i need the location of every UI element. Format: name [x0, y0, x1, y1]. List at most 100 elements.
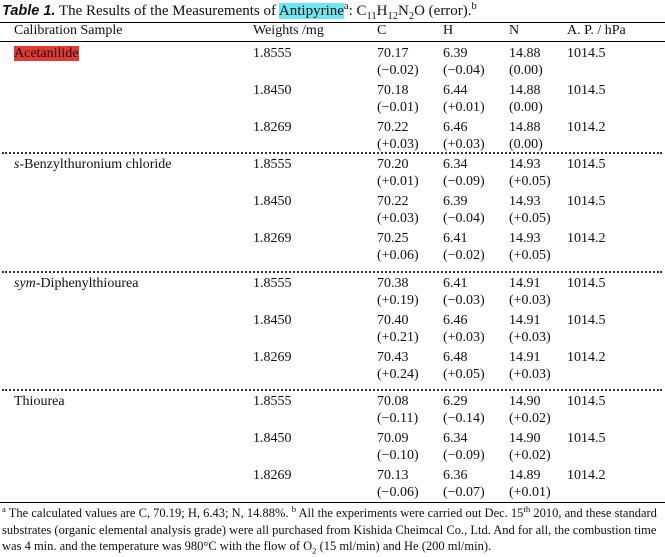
cell-c_err: (+0.24) [377, 367, 419, 382]
cell-h: 6.39 [443, 46, 468, 61]
cell-c: 70.25 [377, 231, 409, 246]
cell-h_err: (−0.09) [443, 448, 485, 463]
formula-subscript-2: 2 [408, 11, 415, 22]
cell-n_err: (0.00) [509, 63, 543, 78]
cell-weight: 1.8269 [253, 350, 292, 365]
cell-n_err: (+0.02) [509, 448, 551, 463]
cell-h: 6.41 [443, 231, 468, 246]
cell-weight: 1.8269 [253, 468, 292, 483]
cell-weight: 1.8450 [253, 431, 292, 446]
cell-ap: 1014.2 [567, 231, 606, 246]
cell-h_err: (−0.04) [443, 211, 485, 226]
cell-n_err: (+0.02) [509, 411, 551, 426]
table-label: Table 1. [2, 3, 56, 19]
cell-n: 14.91 [509, 313, 541, 328]
header-c: C [377, 23, 387, 38]
cell-weight: 1.8555 [253, 46, 292, 61]
cell-ap: 1014.5 [567, 83, 606, 98]
calibration-sample-name: Acetanilide [14, 45, 79, 63]
cell-ap: 1014.5 [567, 394, 606, 409]
cell-c: 70.13 [377, 468, 409, 483]
caption-formula-h: H [376, 3, 388, 19]
cell-weight: 1.8269 [253, 231, 292, 246]
cell-ap: 1014.2 [567, 120, 606, 135]
cell-h: 6.44 [443, 83, 468, 98]
header-h: H [443, 23, 454, 38]
cell-c_err: (+0.01) [377, 174, 419, 189]
cell-c: 70.17 [377, 46, 409, 61]
cell-c_err: (+0.19) [377, 293, 419, 308]
sample-name-text: Thiourea [14, 394, 65, 409]
cell-n_err: (+0.05) [509, 211, 551, 226]
cell-weight: 1.8555 [253, 276, 292, 291]
cell-h_err: (+0.01) [443, 100, 485, 115]
cell-h: 6.36 [443, 468, 468, 483]
sample-name-text: -Benzylthuronium chloride [19, 157, 172, 172]
group-separator [2, 152, 662, 154]
cell-c: 70.22 [377, 194, 409, 209]
footnote-part3: 2010, and these standard substrates (org… [2, 506, 657, 553]
cell-c_err: (+0.21) [377, 330, 419, 345]
cell-ap: 1014.5 [567, 313, 606, 328]
header-top-rule [0, 22, 665, 23]
footnote-part2: All the experiments were carried out Dec… [296, 506, 524, 520]
cell-c: 70.09 [377, 431, 409, 446]
cell-n: 14.93 [509, 157, 541, 172]
cell-n_err: (+0.05) [509, 248, 551, 263]
cell-ap: 1014.2 [567, 350, 606, 365]
footnote-o2-sub: 2 [312, 545, 317, 556]
cell-h: 6.29 [443, 394, 468, 409]
cell-c_err: (−0.06) [377, 485, 419, 500]
footnote-a-marker: a [2, 503, 6, 514]
cell-ap: 1014.5 [567, 157, 606, 172]
caption-formula-tail: O (error). [414, 3, 472, 19]
cell-c_err: (−0.10) [377, 448, 419, 463]
cell-h: 6.34 [443, 157, 468, 172]
cell-ap: 1014.5 [567, 276, 606, 291]
footnote-part1: The calculated values are C, 70.19; H, 6… [5, 506, 292, 520]
cell-n: 14.90 [509, 394, 541, 409]
cell-c_err: (−0.11) [377, 411, 419, 426]
cell-n: 14.93 [509, 231, 541, 246]
cell-weight: 1.8450 [253, 83, 292, 98]
footnote-marker-a: a [343, 1, 349, 12]
cell-c: 70.20 [377, 157, 409, 172]
cell-c: 70.08 [377, 394, 409, 409]
highlighted-compound-name: Antipyrine [278, 3, 344, 19]
cell-h_err: (−0.02) [443, 248, 485, 263]
cell-weight: 1.8450 [253, 194, 292, 209]
cell-h_err: (−0.07) [443, 485, 485, 500]
cell-ap: 1014.5 [567, 194, 606, 209]
formula-subscript-12: 12 [387, 11, 398, 22]
table-bottom-rule [0, 502, 665, 503]
cell-c_err: (−0.02) [377, 63, 419, 78]
cell-h_err: (−0.03) [443, 293, 485, 308]
header-n: N [509, 23, 520, 38]
cell-weight: 1.8555 [253, 157, 292, 172]
footnote-part4: (15 ml/min) and He (200 ml/min). [316, 539, 492, 553]
cell-n: 14.91 [509, 276, 541, 291]
cell-n_err: (+0.03) [509, 330, 551, 345]
cell-n_err: (+0.05) [509, 174, 551, 189]
footnote-th-sup: th [523, 503, 531, 514]
cell-weight: 1.8555 [253, 394, 292, 409]
header-calibration-sample: Calibration Sample [14, 23, 123, 38]
table-footnote: a The calculated values are C, 70.19; H,… [2, 503, 664, 556]
cell-h_err: (−0.09) [443, 174, 485, 189]
cell-ap: 1014.5 [567, 46, 606, 61]
calibration-sample-name: sym-Diphenylthiourea [14, 275, 138, 293]
calibration-sample-name: Thiourea [14, 393, 65, 411]
header-ap: A. P. / hPa [567, 23, 626, 38]
cell-weight: 1.8269 [253, 120, 292, 135]
cell-n_err: (+0.03) [509, 367, 551, 382]
cell-h_err: (−0.04) [443, 63, 485, 78]
cell-n: 14.88 [509, 46, 541, 61]
header-bottom-rule [0, 41, 665, 42]
cell-ap: 1014.2 [567, 468, 606, 483]
cell-c_err: (−0.01) [377, 100, 419, 115]
cell-weight: 1.8450 [253, 313, 292, 328]
cell-h_err: (−0.14) [443, 411, 485, 426]
cell-h: 6.48 [443, 350, 468, 365]
cell-c: 70.38 [377, 276, 409, 291]
cell-c_err: (+0.03) [377, 211, 419, 226]
